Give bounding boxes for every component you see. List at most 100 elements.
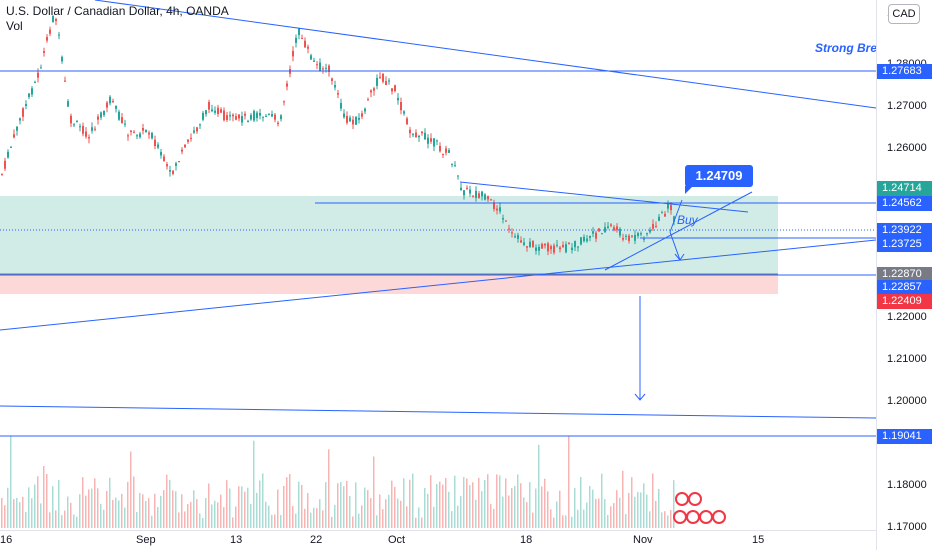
candle-body (394, 85, 396, 92)
volume-bar (142, 494, 144, 528)
lower-channel-line[interactable] (0, 405, 876, 419)
volume-bar (433, 506, 435, 528)
flag-us-icon[interactable] (686, 510, 700, 524)
volume-bar (301, 485, 303, 528)
currency-button[interactable]: CAD (888, 4, 920, 24)
volume-bar (331, 516, 333, 528)
buy-arrow-up[interactable] (669, 199, 683, 233)
volume-label[interactable]: Vol (6, 19, 23, 33)
volume-bar (7, 487, 9, 528)
volume-bar (526, 502, 528, 528)
profit-zone[interactable] (0, 196, 778, 274)
volume-bar (121, 493, 123, 528)
symbol-title[interactable]: U.S. Dollar / Canadian Dollar, 4h, OANDA (6, 4, 229, 18)
price-tag[interactable]: 1.23922 (877, 223, 932, 238)
volume-bar (370, 498, 372, 528)
wedge-lower-line[interactable] (604, 191, 753, 271)
candle-body (544, 243, 546, 246)
volume-bar (226, 480, 228, 528)
candle-body (43, 51, 45, 53)
price-tag[interactable]: 1.24714 (877, 181, 932, 196)
candle-body (292, 50, 294, 57)
price-callout[interactable]: 1.24709 (685, 165, 753, 187)
candle-body (601, 233, 603, 235)
candle-body (607, 226, 609, 228)
candle-body (499, 207, 501, 212)
time-axis[interactable]: 16 Sep 13 22 Oct 18 Nov 15 (0, 530, 876, 551)
candle-body (133, 131, 135, 133)
strong-breakout-label[interactable]: Strong Bre (815, 41, 876, 55)
flag-us-icon[interactable] (712, 510, 726, 524)
volume-bar (22, 496, 24, 528)
candle-body (448, 150, 450, 153)
chart-area[interactable]: U.S. Dollar / Canadian Dollar, 4h, OANDA… (0, 0, 876, 530)
volume-bar (349, 496, 351, 528)
candle-body (550, 246, 552, 250)
chart-canvas[interactable] (0, 0, 876, 530)
candle-body (163, 156, 165, 162)
flag-ca-icon[interactable] (688, 492, 702, 506)
candle-body (469, 189, 471, 194)
flag-us-icon[interactable] (699, 510, 713, 524)
volume-bar (259, 480, 261, 528)
volume-bar (136, 512, 138, 528)
candle-body (100, 112, 102, 118)
candle-body (361, 113, 363, 117)
volume-bar (205, 498, 207, 528)
volume-bar (451, 511, 453, 528)
volume-bar (412, 473, 414, 528)
candle-body (352, 119, 354, 125)
candle-body (310, 55, 312, 60)
buy-label[interactable]: Buy (677, 213, 698, 227)
volume-bar (322, 510, 324, 528)
volume-bar (475, 499, 477, 528)
candle-body (463, 190, 465, 196)
candle-body (460, 187, 462, 191)
candle-body (1, 173, 3, 175)
volume-bar (295, 513, 297, 528)
candle-body (532, 240, 534, 247)
candle-body (514, 236, 516, 238)
candle-body (541, 243, 543, 249)
candle-body (397, 97, 399, 101)
volume-bar (385, 499, 387, 528)
downtrend-line-major[interactable] (94, 0, 876, 109)
candle-body (517, 235, 519, 239)
volume-bar (493, 508, 495, 528)
candle-body (115, 105, 117, 109)
wedge-upper-line[interactable] (459, 181, 749, 213)
candle-body (523, 242, 525, 245)
price-tag[interactable]: 1.19041 (877, 429, 932, 444)
price-tag[interactable]: 1.24562 (877, 196, 932, 211)
volume-bar (94, 478, 96, 528)
price-tag[interactable]: 1.27683 (877, 64, 932, 79)
volume-bar (547, 491, 549, 528)
price-tag[interactable]: 1.23725 (877, 237, 932, 252)
candle-body (358, 117, 360, 120)
candle-body (118, 111, 120, 120)
price-tag[interactable]: 1.22857 (877, 280, 932, 295)
volume-bar (454, 475, 456, 528)
volume-bar (664, 511, 666, 528)
price-tag[interactable]: 1.22409 (877, 294, 932, 309)
candle-body (136, 135, 138, 137)
buy-arrow-down[interactable] (669, 231, 681, 261)
volume-bar (208, 483, 210, 528)
volume-bar (391, 480, 393, 528)
flag-us-icon[interactable] (673, 510, 687, 524)
loss-zone[interactable] (0, 274, 778, 294)
candle-body (82, 125, 84, 134)
volume-bar (532, 512, 534, 528)
price-tag[interactable]: 1.22870 (877, 267, 932, 282)
price-axis[interactable]: 1. 1.280001.270001.260001.250001.220001.… (876, 0, 932, 550)
uptrend-line-major[interactable] (0, 239, 876, 331)
candle-body (559, 247, 561, 250)
candle-body (253, 111, 255, 121)
candle-body (178, 161, 180, 163)
volume-bar (562, 515, 564, 528)
volume-bar (583, 509, 585, 528)
flag-ca-icon[interactable] (675, 492, 689, 506)
candle-body (622, 237, 624, 240)
candle-body (277, 122, 279, 125)
volume-bar (247, 487, 249, 528)
